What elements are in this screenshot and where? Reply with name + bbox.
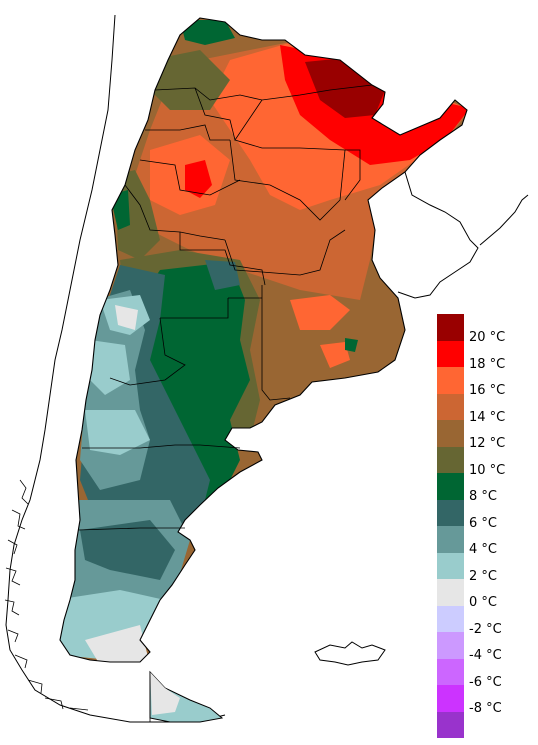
- legend-swatch: [437, 314, 464, 341]
- legend-label: 6 °C: [469, 515, 497, 531]
- chile-coastline: [5, 14, 226, 723]
- temperature-legend: 20 °C 18 °C 16 °C 14 °C 12 °C 10 °C 8 °C 6 °C 4 …: [437, 314, 537, 738]
- legend-item: -2 °C: [437, 605, 537, 636]
- legend-item: 8 °C: [437, 473, 537, 504]
- legend-label: 4 °C: [469, 542, 497, 557]
- legend-item: [437, 711, 537, 738]
- chile-islands: [4, 479, 89, 711]
- legend-swatch: [437, 658, 464, 685]
- legend-label: 14 °C: [469, 409, 506, 425]
- malvinas-islands: [314, 641, 386, 666]
- legend-swatch: [437, 420, 464, 447]
- legend-label: 0 °C: [469, 595, 497, 610]
- legend-swatch: [437, 552, 464, 579]
- legend-label: -2 °C: [469, 621, 502, 637]
- legend-item: 0 °C: [437, 579, 537, 610]
- legend-item: 16 °C: [437, 367, 537, 398]
- legend-item: -4 °C: [437, 632, 537, 663]
- legend-swatch: [437, 579, 464, 606]
- legend-item: -6 °C: [437, 658, 537, 689]
- legend-item: 10 °C: [437, 446, 537, 477]
- tierra-del-fuego-snow: [150, 672, 180, 715]
- legend-item: -8 °C: [437, 685, 537, 716]
- legend-label: 12 °C: [469, 436, 506, 451]
- legend-swatch: [437, 605, 464, 632]
- legend-label: 20 °C: [469, 330, 506, 345]
- argentina-border: [59, 17, 468, 663]
- legend-item: 6 °C: [437, 499, 537, 530]
- legend-swatch: [437, 473, 464, 500]
- legend-item: 2 °C: [437, 552, 537, 583]
- province-borders: [77, 84, 373, 722]
- legend-label: -4 °C: [469, 648, 502, 663]
- legend-item: 12 °C: [437, 420, 537, 451]
- legend-swatch: [437, 632, 464, 659]
- legend-swatch: [437, 446, 464, 473]
- legend-label: 16 °C: [469, 383, 506, 398]
- legend-label: 10 °C: [469, 462, 506, 478]
- legend-swatch: [437, 685, 464, 712]
- legend-swatch: [437, 711, 464, 738]
- legend-swatch: [437, 393, 464, 420]
- legend-swatch: [437, 340, 464, 367]
- legend-label: -6 °C: [469, 674, 502, 690]
- legend-swatch: [437, 367, 464, 394]
- legend-swatch: [437, 526, 464, 553]
- legend-item: 14 °C: [437, 393, 537, 424]
- legend-label: 2 °C: [469, 568, 497, 584]
- uruguay-coastline: [397, 171, 479, 299]
- legend-item: 18 °C: [437, 340, 537, 371]
- legend-swatch: [437, 499, 464, 526]
- legend-item: 20 °C: [437, 314, 537, 345]
- river-plate: [479, 194, 529, 246]
- legend-label: 18 °C: [469, 356, 506, 372]
- legend-item: 4 °C: [437, 526, 537, 557]
- legend-label: 8 °C: [469, 489, 497, 504]
- legend-label: -8 °C: [469, 701, 502, 716]
